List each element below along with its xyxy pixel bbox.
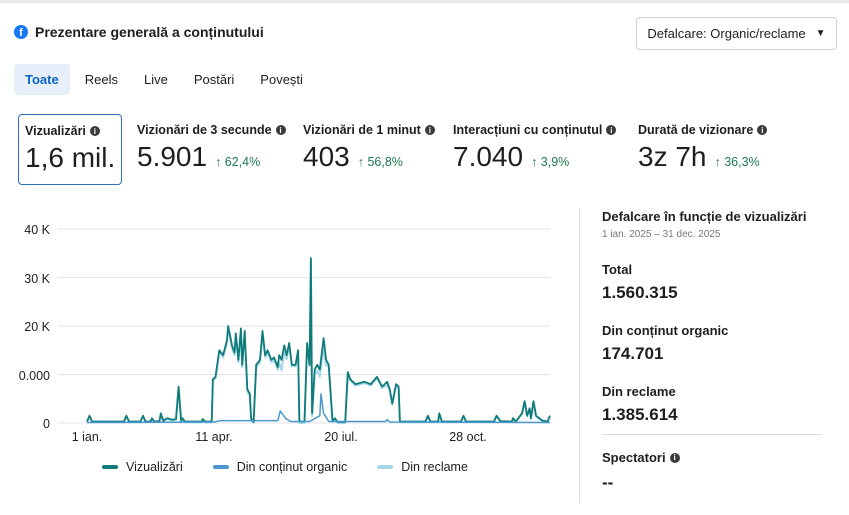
breakdown-dropdown-label: Defalcare: Organic/reclame bbox=[647, 26, 806, 41]
legend-label: Vizualizări bbox=[126, 460, 183, 474]
breakdown-panel-title: Defalcare în funcție de vizualizări 1 ia… bbox=[602, 209, 806, 240]
x-tick-label: 11 apr. bbox=[195, 430, 232, 444]
total-value: 1.560.315 bbox=[602, 283, 678, 302]
metric-vizionari-1m[interactable]: Vizionări de 1 minut i 403 ↑ 56,8% bbox=[303, 114, 435, 185]
tab-live[interactable]: Live bbox=[143, 72, 168, 87]
caret-down-icon: ▼ bbox=[815, 28, 826, 39]
metric-label: Vizionări de 3 secunde bbox=[137, 123, 272, 137]
x-tick-label: 1 ian. bbox=[72, 430, 103, 444]
metric-value: 1,6 mil. bbox=[25, 142, 116, 173]
organic-value: 174.701 bbox=[602, 344, 664, 363]
legend-swatch bbox=[102, 465, 118, 469]
breakdown-organic: Din conținut organic 174.701 bbox=[602, 323, 728, 364]
metric-delta: ↑ 3,9% bbox=[531, 155, 570, 169]
metric-label: Durată de vizionare bbox=[638, 123, 754, 137]
ads-value: 1.385.614 bbox=[602, 405, 678, 424]
y-tick-label: 20 K bbox=[24, 320, 50, 334]
viewers-value: -- bbox=[602, 473, 614, 492]
tab-reels[interactable]: Reels bbox=[84, 72, 118, 87]
page-title-text: Prezentare generală a conținutului bbox=[35, 24, 264, 40]
x-tick-label: 20 iul. bbox=[324, 430, 357, 444]
facebook-icon: f bbox=[14, 25, 28, 39]
breakdown-viewers: Spectatori i -- bbox=[602, 450, 680, 493]
viewers-label: Spectatori bbox=[602, 450, 666, 465]
x-tick-label: 28 oct. bbox=[449, 430, 487, 444]
metric-delta: ↑ 62,4% bbox=[215, 155, 261, 169]
tab-postari[interactable]: Postări bbox=[193, 72, 235, 87]
panel-divider bbox=[579, 208, 580, 503]
legend-item-organic[interactable]: Din conținut organic bbox=[212, 460, 348, 474]
info-icon[interactable]: i bbox=[757, 125, 768, 135]
info-icon[interactable]: i bbox=[89, 126, 100, 136]
metric-interactiuni[interactable]: Interacțiuni cu conținutul i 7.040 ↑ 3,9% bbox=[453, 114, 617, 185]
info-icon[interactable]: i bbox=[669, 452, 680, 463]
info-icon[interactable]: i bbox=[606, 125, 617, 135]
breakdown-title: Defalcare în funcție de vizualizări bbox=[602, 209, 807, 224]
ads-label: Din reclame bbox=[602, 384, 676, 399]
metric-delta: ↑ 36,3% bbox=[714, 155, 760, 169]
info-icon[interactable]: i bbox=[275, 125, 286, 135]
breakdown-separator bbox=[602, 434, 822, 435]
tab-toate[interactable]: Toate bbox=[14, 64, 70, 95]
breakdown-date-range: 1 ian. 2025 – 31 dec. 2025 bbox=[602, 229, 721, 240]
legend-label: Din reclame bbox=[401, 460, 468, 474]
breakdown-dropdown[interactable]: Defalcare: Organic/reclame ▼ bbox=[636, 17, 837, 50]
y-tick-label: 40 K bbox=[24, 223, 50, 237]
tab-povesti[interactable]: Povești bbox=[260, 72, 303, 87]
y-tick-label: 0.000 bbox=[19, 369, 50, 383]
breakdown-total: Total 1.560.315 bbox=[602, 262, 678, 303]
legend-swatch bbox=[377, 465, 394, 469]
metric-vizionari-3s[interactable]: Vizionări de 3 secunde i 5.901 ↑ 62,4% bbox=[137, 114, 286, 185]
page-title: f Prezentare generală a conținutului bbox=[14, 24, 264, 40]
series-line-vizualizari bbox=[86, 257, 551, 423]
metric-value: 7.040 bbox=[453, 141, 524, 172]
metric-label: Vizualizări bbox=[25, 124, 86, 138]
legend-label: Din conținut organic bbox=[236, 460, 348, 474]
y-tick-label: 0 bbox=[43, 417, 50, 431]
metric-label: Interacțiuni cu conținutul bbox=[453, 123, 603, 137]
metric-durata[interactable]: Durată de vizionare i 3z 7h ↑ 36,3% bbox=[638, 114, 768, 185]
breakdown-ads: Din reclame 1.385.614 bbox=[602, 384, 678, 425]
legend-swatch bbox=[212, 465, 229, 469]
legend-item-vizualizari[interactable]: Vizualizări bbox=[102, 460, 183, 474]
info-icon[interactable]: i bbox=[424, 125, 435, 135]
series-line-din-reclame bbox=[86, 259, 551, 424]
total-label: Total bbox=[602, 262, 633, 277]
metric-vizualizari[interactable]: Vizualizări i 1,6 mil. bbox=[18, 114, 122, 185]
metric-value: 403 bbox=[303, 141, 350, 172]
legend-item-reclame[interactable]: Din reclame bbox=[377, 460, 468, 474]
metric-delta: ↑ 56,8% bbox=[357, 155, 403, 169]
views-line-chart: 0 0.000 20 K 30 K 40 K 1 ian. 11 apr. 20… bbox=[19, 223, 551, 444]
series-line-din-continut-organic bbox=[86, 393, 551, 424]
top-border bbox=[0, 0, 849, 3]
metric-value: 3z 7h bbox=[638, 141, 707, 172]
y-tick-label: 30 K bbox=[24, 272, 50, 286]
metric-value: 5.901 bbox=[137, 141, 208, 172]
chart-legend: Vizualizări Din conținut organic Din rec… bbox=[102, 460, 468, 474]
metric-label: Vizionări de 1 minut bbox=[303, 123, 421, 137]
organic-label: Din conținut organic bbox=[602, 323, 729, 338]
content-tabs: Toate Reels Live Postări Povești bbox=[14, 64, 314, 95]
